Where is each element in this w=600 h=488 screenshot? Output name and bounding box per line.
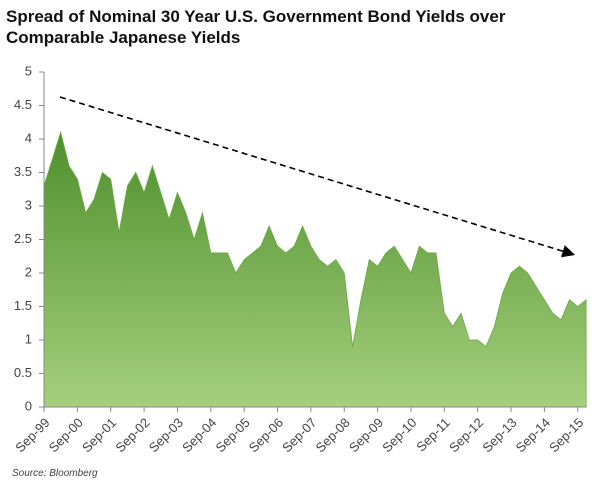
x-tick-label: Sep-07 — [279, 415, 319, 455]
x-tick-label: Sep-11 — [413, 415, 453, 455]
x-tick-label: Sep-05 — [212, 415, 252, 455]
y-tick-label: 1.5 — [14, 298, 32, 313]
y-tick-label: 5 — [25, 63, 32, 78]
x-tick-label: Sep-03 — [146, 415, 186, 455]
y-tick-label: 4.5 — [14, 97, 32, 112]
y-tick-label: 0 — [25, 398, 32, 413]
x-tick-label: Sep-00 — [46, 415, 86, 455]
x-tick-label: Sep-14 — [513, 415, 553, 455]
x-tick-label: Sep-10 — [379, 415, 419, 455]
y-tick-label: 2.5 — [14, 231, 32, 246]
x-tick-label: Sep-12 — [446, 415, 486, 455]
y-tick-label: 1 — [25, 331, 32, 346]
x-tick-label: Sep-08 — [313, 415, 353, 455]
y-tick-label: 4 — [25, 130, 32, 145]
x-tick-label: Sep-06 — [246, 415, 286, 455]
y-tick-label: 3.5 — [14, 164, 32, 179]
source-note: Source: Bloomberg — [12, 468, 98, 479]
chart-title: Spread of Nominal 30 Year U.S. Governmen… — [6, 7, 506, 47]
x-tick-label: Sep-09 — [346, 415, 386, 455]
x-tick-label: Sep-04 — [179, 415, 219, 455]
x-tick-label: Sep-99 — [12, 415, 52, 455]
y-tick-label: 2 — [25, 264, 32, 279]
x-tick-label: Sep-01 — [79, 415, 119, 455]
y-tick-label: 3 — [25, 197, 32, 212]
x-tick-label: Sep-15 — [546, 415, 586, 455]
y-tick-label: 0.5 — [14, 365, 32, 380]
area — [43, 130, 587, 408]
x-tick-label: Sep-13 — [479, 415, 519, 455]
x-tick-label: Sep-02 — [112, 415, 152, 455]
